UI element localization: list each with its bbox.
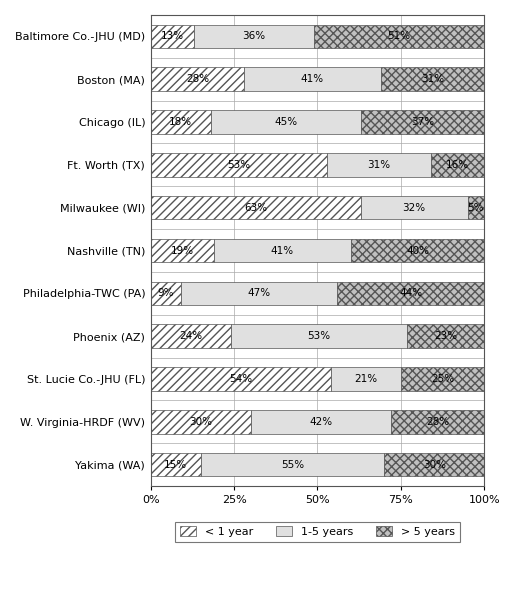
Bar [181,282,337,305]
Bar [351,239,484,262]
Text: 31%: 31% [421,74,444,84]
Bar [151,282,181,305]
Text: 41%: 41% [301,74,324,84]
Bar [244,67,381,91]
Text: 19%: 19% [171,245,194,256]
Text: 30%: 30% [189,417,212,427]
Bar [314,24,484,48]
Text: 23%: 23% [434,331,457,341]
Bar [151,196,361,220]
Bar [231,324,407,348]
Bar [381,67,484,91]
Text: 63%: 63% [244,203,267,213]
Text: 28%: 28% [186,74,209,84]
Bar [151,110,211,134]
Bar [468,196,484,220]
Text: 31%: 31% [368,160,391,170]
Bar [201,453,384,476]
Text: 41%: 41% [271,245,294,256]
Text: 53%: 53% [307,331,331,341]
Bar [151,324,231,348]
Bar [361,110,484,134]
Bar [337,282,484,305]
Bar [401,367,484,390]
Text: 21%: 21% [354,374,377,384]
Bar [361,196,468,220]
Bar [151,453,201,476]
Bar [331,367,401,390]
Bar [151,410,251,433]
Text: 32%: 32% [403,203,426,213]
Bar [151,367,331,390]
Legend: < 1 year, 1-5 years, > 5 years: < 1 year, 1-5 years, > 5 years [175,522,460,541]
Text: 53%: 53% [228,160,251,170]
Text: 54%: 54% [229,374,252,384]
Text: 36%: 36% [243,32,266,41]
Bar [151,67,244,91]
Text: 16%: 16% [446,160,469,170]
Text: 45%: 45% [274,117,297,127]
Bar [328,153,431,177]
Bar [151,153,328,177]
Text: 51%: 51% [388,32,410,41]
Text: 37%: 37% [411,117,434,127]
Text: 40%: 40% [406,245,429,256]
Bar [251,410,391,433]
Text: 30%: 30% [423,460,445,470]
Bar [431,153,484,177]
Bar [214,239,351,262]
Text: 44%: 44% [399,288,422,298]
Bar [211,110,361,134]
Text: 9%: 9% [158,288,174,298]
Text: 28%: 28% [426,417,449,427]
Text: 47%: 47% [248,288,271,298]
Bar [384,453,484,476]
Text: 18%: 18% [169,117,192,127]
Text: 15%: 15% [164,460,187,470]
Text: 25%: 25% [431,374,454,384]
Text: 5%: 5% [468,203,484,213]
Bar [391,410,484,433]
Text: 55%: 55% [281,460,304,470]
Bar [151,24,194,48]
Text: 13%: 13% [161,32,184,41]
Bar [407,324,484,348]
Bar [151,239,214,262]
Bar [194,24,314,48]
Text: 42%: 42% [309,417,332,427]
Text: 24%: 24% [179,331,202,341]
